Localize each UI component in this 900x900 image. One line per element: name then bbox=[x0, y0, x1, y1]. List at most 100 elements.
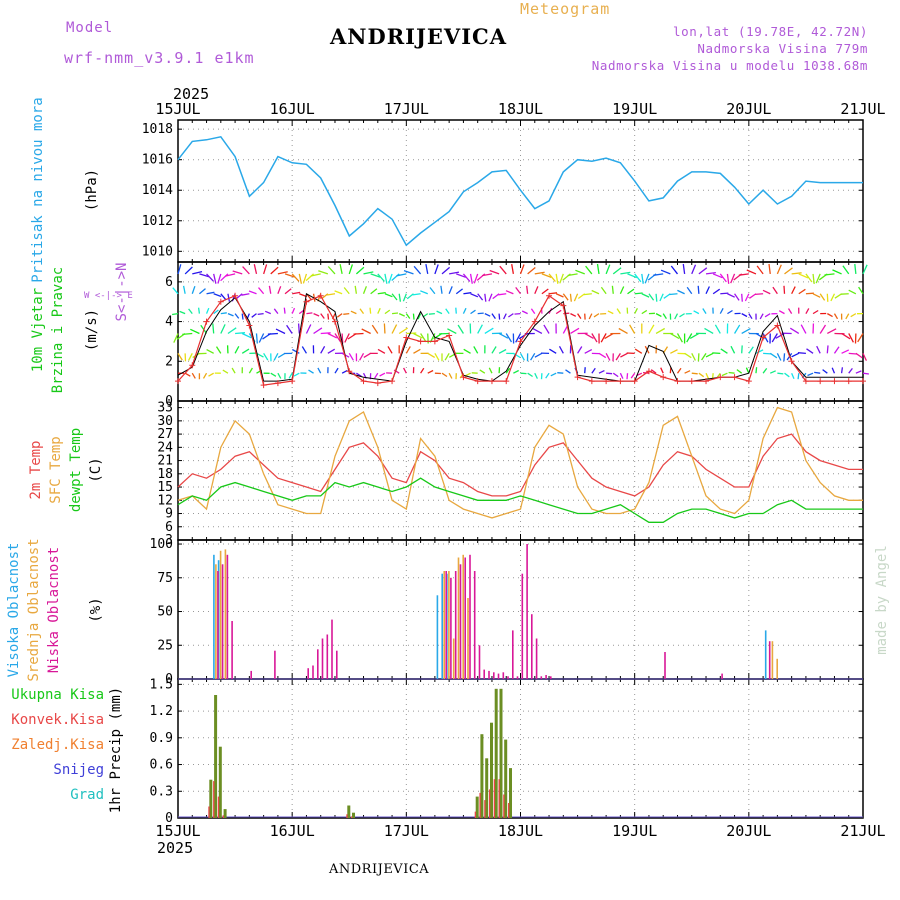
wind-arrow bbox=[641, 309, 648, 315]
wind-arrow bbox=[292, 291, 301, 295]
wind-arrow bbox=[306, 312, 313, 315]
wind-arrow bbox=[641, 273, 644, 284]
precip-total-bar bbox=[480, 734, 484, 818]
wind-arrow bbox=[812, 293, 821, 298]
wind-arrow bbox=[448, 286, 453, 295]
wind-arrow bbox=[225, 273, 236, 277]
wind-arrow bbox=[263, 264, 268, 275]
wind-arrow bbox=[769, 370, 776, 374]
wind-arrow bbox=[441, 266, 451, 275]
cloud-unit-label: (%) bbox=[88, 597, 104, 622]
wind-arrow bbox=[484, 327, 494, 335]
wind-arrow bbox=[583, 293, 592, 296]
wind-arrow bbox=[791, 372, 795, 379]
cloud-bar bbox=[516, 676, 519, 679]
wind-arrow bbox=[284, 288, 292, 295]
wind-arrow bbox=[634, 308, 638, 314]
wind-gust-marker bbox=[774, 322, 781, 329]
cloud-bar bbox=[483, 669, 485, 679]
wind-gust-marker bbox=[217, 298, 224, 305]
wind-arrow bbox=[755, 293, 764, 296]
x-tick-label-top: 21JUL bbox=[840, 100, 885, 118]
wind-arrow bbox=[379, 372, 386, 377]
wind-arrow bbox=[607, 310, 614, 315]
wind-arrow bbox=[627, 288, 635, 295]
wind-arrow bbox=[484, 293, 487, 302]
wind-arrow bbox=[241, 293, 250, 296]
wind-arrow bbox=[840, 367, 844, 374]
wind-arrow bbox=[191, 372, 196, 379]
wind-arrow bbox=[655, 293, 658, 302]
cloud-bar bbox=[213, 554, 215, 679]
wind-arrow bbox=[417, 313, 422, 320]
wind-arrow bbox=[783, 285, 786, 294]
wind-arrow bbox=[473, 273, 479, 284]
cloud-bar bbox=[331, 619, 333, 679]
wind-arrow bbox=[831, 367, 836, 374]
wind-arrow bbox=[634, 348, 643, 354]
wind-arrow bbox=[515, 287, 522, 295]
wind-arrow bbox=[513, 369, 519, 374]
y-tick-label: 1018 bbox=[142, 122, 173, 137]
wind-arrow bbox=[235, 293, 243, 300]
wind-arrow bbox=[746, 269, 757, 275]
wind-arrow bbox=[841, 349, 850, 354]
wind-arrow bbox=[575, 269, 585, 275]
wind-arrow bbox=[720, 348, 728, 354]
cloud-bar bbox=[545, 675, 547, 679]
wind-arrow bbox=[350, 310, 357, 315]
wind-arrow bbox=[855, 352, 863, 359]
wind-arrow bbox=[291, 348, 300, 354]
wind-arrow bbox=[797, 352, 806, 354]
wind-gust-marker bbox=[631, 378, 638, 385]
wind-arrow bbox=[405, 313, 411, 319]
x-tick-label-bottom: 20JUL bbox=[726, 822, 771, 840]
precip-conv-bar bbox=[351, 816, 353, 818]
wind-gust-marker bbox=[731, 374, 738, 381]
wind-gust-marker bbox=[331, 318, 338, 325]
wind-arrow bbox=[526, 285, 529, 294]
cloud-bar bbox=[768, 641, 771, 679]
wind-arrow bbox=[749, 293, 757, 299]
wind-arrow bbox=[701, 352, 707, 361]
wind-arrow bbox=[691, 353, 696, 361]
wind-gust-marker bbox=[189, 362, 196, 369]
precip-conv-bar bbox=[213, 781, 215, 818]
wind-arrow bbox=[663, 293, 671, 299]
wind-arrow bbox=[719, 273, 727, 283]
wind-arrow bbox=[604, 332, 614, 340]
wind-arrow bbox=[503, 313, 507, 320]
wind-arrow bbox=[577, 293, 586, 300]
precip-total-bar bbox=[504, 739, 508, 818]
wind-arrow bbox=[398, 327, 408, 335]
wind-arrow bbox=[413, 332, 423, 339]
wind-arrow bbox=[515, 333, 522, 343]
wind-arrow bbox=[208, 372, 215, 377]
wind-arrow bbox=[488, 293, 493, 302]
cloud-bar bbox=[317, 649, 319, 679]
wind-arrow bbox=[198, 288, 206, 295]
wind-arrow bbox=[605, 264, 611, 275]
wind-arrow bbox=[177, 264, 182, 275]
wind-arrow bbox=[845, 313, 850, 320]
wind-arrow bbox=[412, 313, 415, 320]
wind-arrow bbox=[705, 352, 714, 358]
wind-arrow bbox=[462, 307, 467, 314]
wind-arrow bbox=[469, 273, 473, 284]
cloud-low-label: Niska Oblacnost bbox=[46, 547, 62, 673]
wind-arrow bbox=[374, 372, 379, 379]
precip-conv-bar bbox=[489, 789, 491, 818]
cloud-bar bbox=[550, 676, 552, 679]
wind-arrow bbox=[534, 271, 545, 275]
wind-arrow bbox=[403, 367, 407, 374]
wind-arrow bbox=[833, 313, 839, 320]
wind-arrow bbox=[492, 293, 500, 300]
wind-arrow bbox=[570, 313, 577, 317]
wind-arrow bbox=[241, 348, 250, 354]
wind-arrow bbox=[275, 328, 286, 335]
wind-arrow bbox=[521, 310, 528, 315]
wind-arrow bbox=[653, 273, 664, 276]
y-tick-label: 25 bbox=[157, 638, 173, 653]
wind-arrow bbox=[477, 293, 484, 301]
wind-gust-marker bbox=[403, 334, 410, 341]
